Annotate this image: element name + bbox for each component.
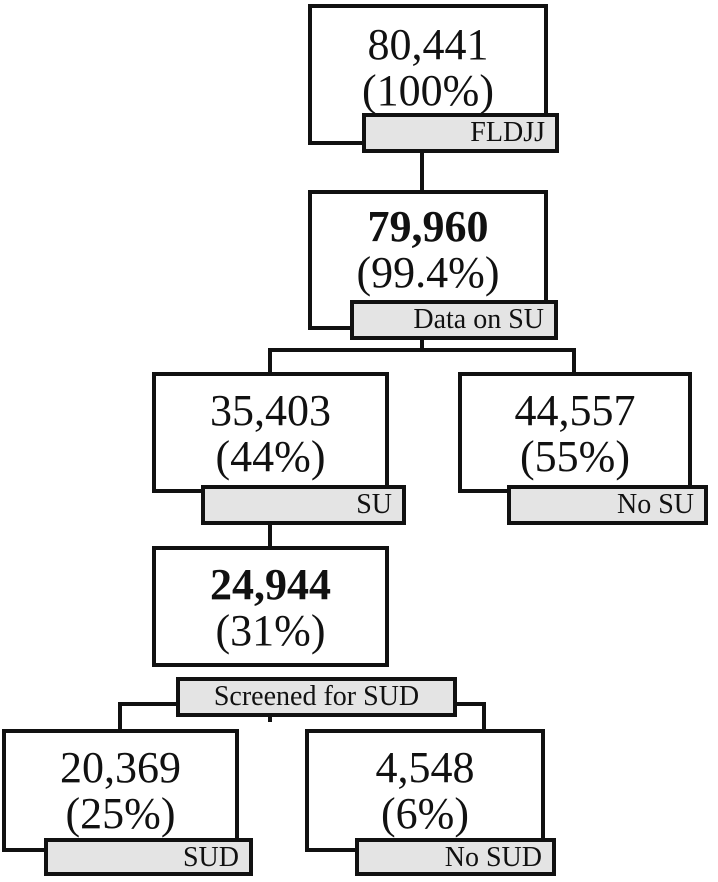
node-data-on-su-count: 79,960 <box>367 202 489 251</box>
node-screened: 24,944 (31%) <box>152 546 389 667</box>
node-su-percent: (44%) <box>215 432 326 481</box>
connector-screened-down <box>268 714 272 722</box>
node-sud: 20,369 (25%) <box>2 729 239 852</box>
node-no-sud-label: No SUD <box>355 838 556 876</box>
node-root-count: 80,441 <box>367 20 489 69</box>
node-sud-count: 20,369 <box>60 743 181 792</box>
node-no-sud-percent: (6%) <box>381 789 469 838</box>
connector-data-branch <box>268 348 576 352</box>
node-no-su-percent: (55%) <box>520 432 630 481</box>
connector-screened-branch-right <box>455 702 486 706</box>
connector-to-no-su <box>572 348 576 374</box>
node-sud-percent: (25%) <box>65 789 176 838</box>
node-screened-percent: (31%) <box>215 606 326 655</box>
node-su-label: SU <box>201 485 406 525</box>
node-screened-count: 24,944 <box>210 560 331 609</box>
node-no-su-label: No SU <box>507 485 708 525</box>
node-data-on-su-label: Data on SU <box>350 300 558 340</box>
connector-to-no-sud <box>482 702 486 731</box>
node-root-label: FLDJJ <box>362 113 559 153</box>
connector-root-to-data <box>420 145 424 192</box>
connector-su-to-screened <box>268 523 272 548</box>
node-data-on-su-percent: (99.4%) <box>356 248 500 297</box>
connector-to-sud <box>118 702 122 731</box>
connector-screened-branch <box>118 702 178 706</box>
node-sud-label: SUD <box>44 838 253 876</box>
node-no-su: 44,557 (55%) <box>458 372 692 493</box>
node-no-sud: 4,548 (6%) <box>305 729 545 852</box>
connector-data-down <box>420 340 424 352</box>
node-root-percent: (100%) <box>362 66 494 115</box>
connector-to-su <box>268 348 272 374</box>
node-screened-label: Screened for SUD <box>176 677 457 717</box>
node-su-count: 35,403 <box>210 386 331 435</box>
node-no-sud-count: 4,548 <box>375 743 475 792</box>
node-su: 35,403 (44%) <box>152 372 389 493</box>
node-no-su-count: 44,557 <box>514 386 636 435</box>
